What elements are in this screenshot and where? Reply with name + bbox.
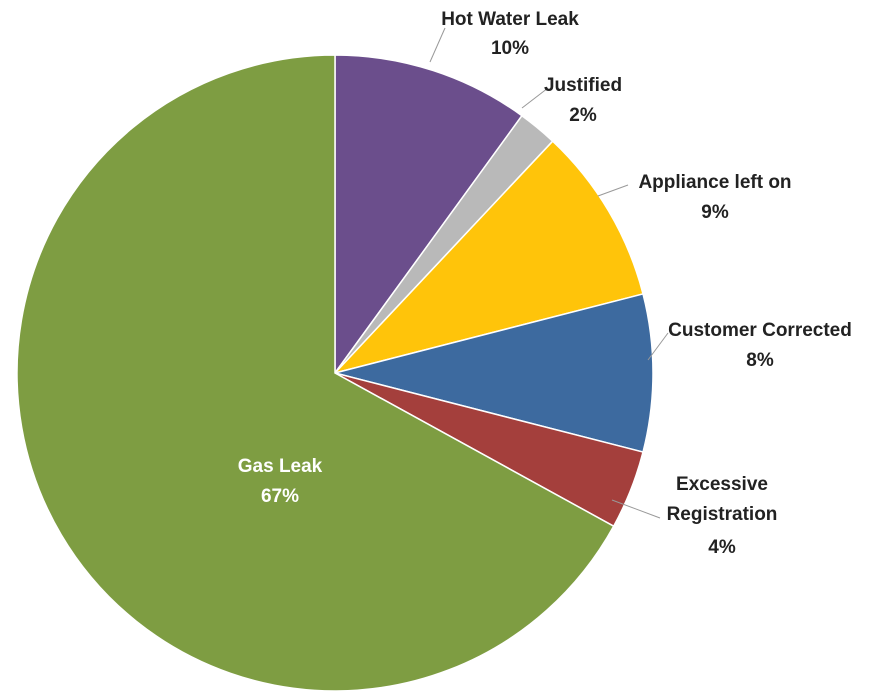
slice-label: Excessive Registration xyxy=(666,474,778,525)
slice-label: Appliance left on xyxy=(638,172,792,193)
slice-label: Customer Corrected xyxy=(668,320,852,341)
value-label: 9% xyxy=(701,202,729,223)
value-label: 8% xyxy=(746,350,774,371)
slice-label: Gas Leak xyxy=(237,456,323,477)
value-label: 10% xyxy=(490,38,530,59)
leader-line xyxy=(521,87,549,109)
slice-label: Justified xyxy=(543,75,623,96)
leader-line xyxy=(429,27,446,63)
pie-slice xyxy=(16,54,615,692)
leader-line xyxy=(611,499,661,519)
value-label: 4% xyxy=(708,537,736,558)
pie-slice xyxy=(334,54,523,376)
slice-label: Hot Water Leak xyxy=(441,9,579,30)
value-label: 2% xyxy=(569,105,597,126)
pie-slice xyxy=(332,140,644,375)
pie-slice xyxy=(334,293,654,453)
value-label: 67% xyxy=(260,486,300,507)
leader-line xyxy=(647,332,669,361)
leader-line xyxy=(597,184,629,197)
